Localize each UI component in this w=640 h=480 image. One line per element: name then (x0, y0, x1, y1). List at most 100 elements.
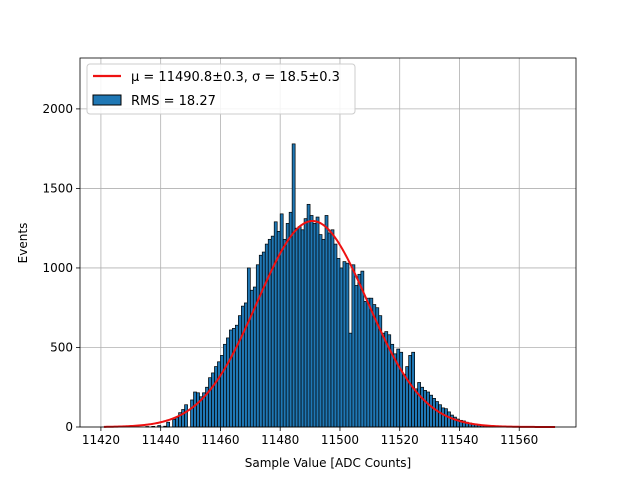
histogram-bar (309, 215, 314, 428)
histogram-bar (312, 223, 317, 428)
histogram-bar (175, 417, 179, 428)
histogram-bar (306, 203, 311, 428)
histogram-bar (414, 388, 418, 428)
histogram-bar (172, 419, 176, 428)
y-axis-label: Events (16, 223, 30, 264)
y-tick-label: 1500 (42, 181, 73, 195)
histogram-bar (423, 390, 427, 428)
axes: 11420 11440 11460 11480 11500 11520 11540 11560… (42, 102, 538, 447)
histogram-bar (369, 297, 374, 428)
histogram-bar (226, 337, 230, 428)
histogram-bar (405, 366, 410, 428)
histogram-bar (220, 355, 224, 428)
histogram-bar (447, 411, 451, 428)
histogram-bar (420, 386, 424, 428)
histogram-bar (232, 328, 236, 428)
histogram-bar (285, 223, 290, 428)
x-tick-label: 11460 (201, 433, 239, 447)
histogram-bar (184, 404, 188, 428)
histogram-bar (214, 366, 218, 428)
x-tick-label: 11520 (381, 433, 419, 447)
histogram-bar (396, 348, 401, 428)
histogram-bar (196, 392, 200, 428)
x-tick-label: 11500 (321, 433, 359, 447)
histogram-bar (243, 302, 248, 428)
y-tick-label: 500 (50, 340, 73, 354)
histogram-bar (291, 143, 296, 428)
histogram-bar (324, 215, 329, 428)
histogram-bar (273, 221, 278, 428)
y-tick-label: 1000 (42, 261, 73, 275)
histogram-bar (354, 285, 359, 428)
legend-rms-swatch (92, 94, 122, 106)
histogram-bar (190, 399, 194, 428)
histogram-bar (240, 305, 245, 428)
histogram-bar (238, 315, 242, 428)
histogram-bar (193, 391, 197, 428)
plot-frame (79, 57, 577, 428)
histogram-bar (429, 394, 433, 428)
x-tick-label: 11440 (142, 433, 180, 447)
histogram-bar (235, 324, 239, 428)
histogram-bar (393, 353, 398, 428)
legend-box (86, 63, 356, 115)
histogram-bar (450, 414, 454, 428)
histogram-bar (318, 234, 323, 428)
gaussian-fit-line (103, 220, 556, 428)
x-tick-label: 11560 (500, 433, 538, 447)
histogram-bar (330, 229, 335, 428)
histogram-bar (258, 254, 263, 428)
y-tick-label: 2000 (42, 102, 73, 116)
histogram-bar (255, 264, 260, 428)
x-tick-label: 11480 (261, 433, 299, 447)
histogram-bar (363, 300, 368, 428)
histogram-bar (321, 238, 326, 428)
histogram-bar (438, 404, 442, 428)
histogram-bar (372, 304, 377, 428)
histogram-bar (333, 243, 338, 428)
histogram-bar (336, 258, 341, 428)
histogram-bar (297, 226, 302, 428)
histogram-bar (223, 343, 227, 428)
histogram-bar (342, 261, 347, 428)
histogram-bar (417, 382, 421, 428)
histogram-bar (444, 408, 448, 428)
histogram-bar (229, 329, 233, 428)
histogram-bar (315, 216, 320, 428)
histogram-bar (408, 355, 413, 428)
legend: μ = 11490.8±0.3, σ = 18.5±0.3 RMS = 18.2… (86, 63, 356, 115)
histogram-bar (288, 211, 293, 428)
histogram-bar (441, 407, 445, 428)
histogram-bar (348, 332, 353, 428)
histogram-bar (357, 273, 362, 428)
histogram-bar (345, 262, 350, 428)
histogram-bar (282, 238, 287, 428)
histogram-bar (208, 377, 212, 428)
histogram-bar (166, 421, 170, 428)
x-tick-label: 11540 (440, 433, 478, 447)
histogram-bar (264, 243, 269, 428)
histogram-bar (327, 232, 332, 428)
x-tick-label: 11420 (82, 433, 120, 447)
histogram-bar (399, 351, 404, 428)
x-axis-label: Sample Value [ADC Counts] (245, 456, 411, 470)
histogram-bar (211, 372, 215, 428)
histogram-bar (294, 227, 299, 428)
histogram-bar (381, 332, 386, 428)
histogram-bar (303, 218, 308, 428)
histogram-bar (246, 267, 251, 428)
legend-fit-label: μ = 11490.8±0.3, σ = 18.5±0.3 (131, 70, 340, 85)
legend-rms-label: RMS = 18.27 (131, 94, 216, 109)
histogram-bar (402, 374, 407, 428)
histogram-bar (279, 213, 284, 428)
histogram-bar (217, 361, 221, 428)
histogram-bar (276, 231, 281, 428)
histogram-bar (267, 238, 272, 428)
histogram-bar (300, 229, 305, 428)
histogram-bar (426, 391, 430, 428)
histogram-bar (435, 401, 439, 428)
histogram-bar (432, 398, 436, 428)
histogram-bar (366, 297, 371, 428)
histogram-bar (351, 264, 356, 428)
